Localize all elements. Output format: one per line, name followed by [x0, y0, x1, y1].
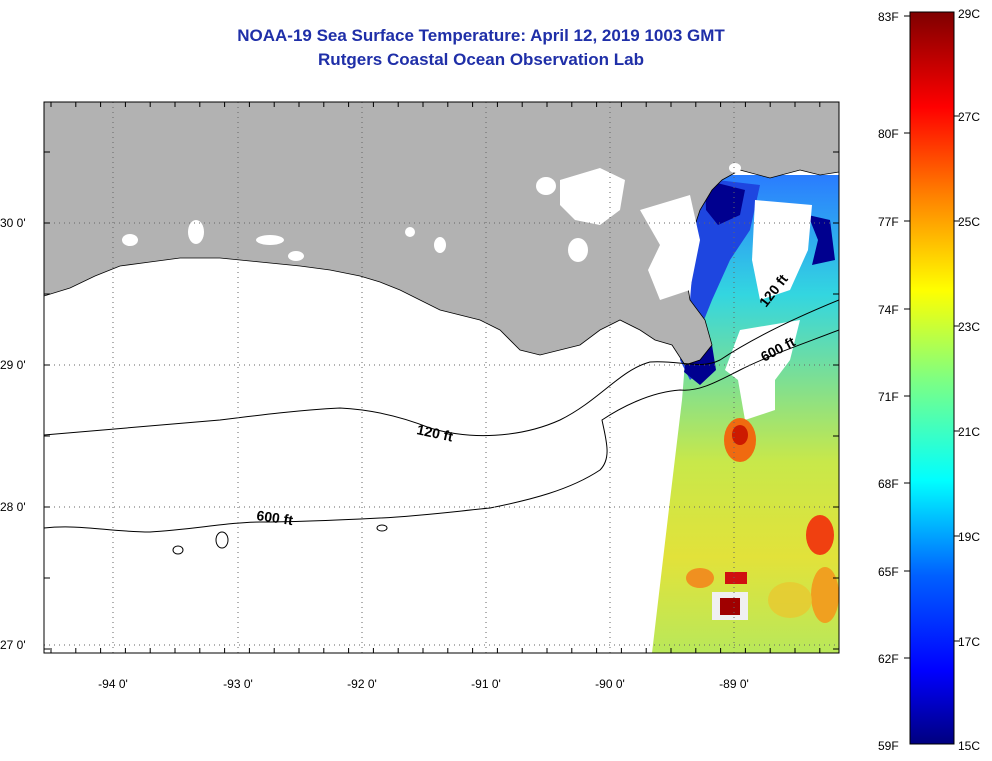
lake — [729, 163, 741, 173]
warm-patch — [768, 582, 812, 618]
colorbar-f-label: 77F — [878, 215, 899, 229]
lake — [288, 251, 304, 261]
land-mass — [44, 102, 839, 366]
contour-120ft — [44, 299, 839, 437]
contour-label-600ft: 600 ft — [256, 507, 295, 528]
colorbar-f-label: 65F — [878, 565, 899, 579]
colorbar-c-label: 29C — [958, 7, 980, 21]
warm-eddy — [811, 567, 839, 623]
contour-closed — [376, 524, 388, 532]
cloud-gap — [752, 200, 812, 300]
contour-closed — [172, 545, 184, 555]
colorbar-c-label: 15C — [958, 739, 980, 753]
hot-spot — [725, 572, 747, 584]
colorbar-c-label: 21C — [958, 425, 980, 439]
lake — [188, 220, 204, 244]
lon-label: -89 0' — [719, 677, 749, 691]
lake — [560, 168, 625, 225]
cold-plume-east — [808, 215, 835, 265]
warm-eddy — [686, 568, 714, 588]
contour-closed — [215, 531, 229, 549]
lake — [536, 177, 556, 195]
colorbar-c-label: 19C — [958, 530, 980, 544]
lat-label: 29 0' — [0, 358, 26, 372]
lat-label: 28 0' — [0, 500, 26, 514]
colorbar-c-label: 17C — [958, 635, 980, 649]
lon-label: -94 0' — [98, 677, 128, 691]
lon-label: -92 0' — [347, 677, 377, 691]
colorbar-f-label: 59F — [878, 739, 899, 753]
lake — [405, 227, 415, 237]
colorbar — [909, 11, 955, 745]
lake — [434, 237, 446, 253]
colorbar-f-label: 74F — [878, 303, 899, 317]
lon-label: -91 0' — [471, 677, 501, 691]
lat-label: 30 0' — [0, 216, 26, 230]
colorbar-ticks — [904, 15, 960, 659]
colorbar-f-label: 62F — [878, 652, 899, 666]
warm-eddy-core — [732, 425, 748, 445]
lake — [256, 235, 284, 245]
colorbar-c-label: 27C — [958, 110, 980, 124]
lon-label: -90 0' — [595, 677, 625, 691]
map-subtitle: Rutgers Coastal Ocean Observation Lab — [318, 50, 644, 69]
colorbar-f-label: 71F — [878, 390, 899, 404]
graticule — [44, 102, 839, 653]
map-border — [43, 101, 840, 654]
lat-label: 27 0' — [0, 638, 26, 652]
hot-spot-core — [720, 598, 740, 615]
map-title: NOAA-19 Sea Surface Temperature: April 1… — [237, 26, 725, 45]
colorbar-c-label: 23C — [958, 320, 980, 334]
lake — [640, 195, 700, 300]
warm-eddy — [806, 515, 834, 555]
lon-label: -93 0' — [223, 677, 253, 691]
lake — [568, 238, 588, 262]
colorbar-f-label: 68F — [878, 477, 899, 491]
colorbar-c-label: 25C — [958, 215, 980, 229]
axis-ticks — [44, 102, 839, 653]
contour-label-120ft: 120 ft — [415, 421, 454, 444]
lake — [122, 234, 138, 246]
colorbar-f-label: 83F — [878, 10, 899, 24]
contour-600ft — [44, 329, 839, 533]
colorbar-f-label: 80F — [878, 127, 899, 141]
